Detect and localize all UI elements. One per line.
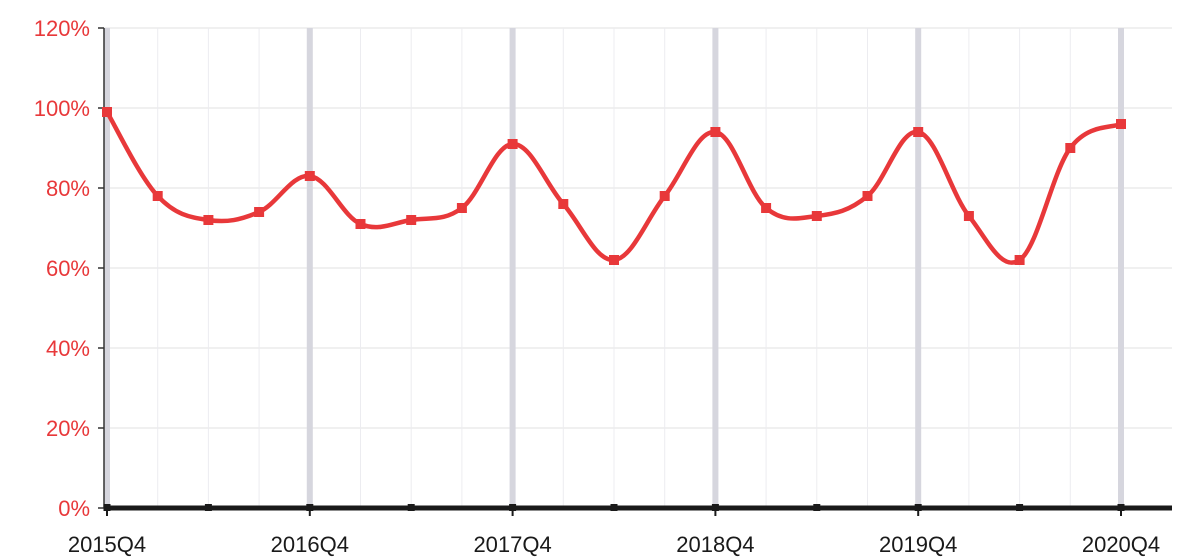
x-tick-label: 2015Q4 xyxy=(68,532,146,557)
data-point-marker xyxy=(761,203,772,213)
data-point-marker xyxy=(811,211,822,221)
data-point-marker xyxy=(1116,119,1126,129)
baseline-marker xyxy=(1117,504,1125,511)
data-point-marker xyxy=(963,211,974,221)
data-point-marker xyxy=(152,191,163,201)
baseline-marker xyxy=(103,504,111,511)
data-point-marker xyxy=(659,191,670,201)
data-point-marker xyxy=(710,127,721,137)
y-tick-label: 60% xyxy=(46,256,90,281)
data-point-marker xyxy=(456,203,467,213)
x-tick-label: 2017Q4 xyxy=(473,532,551,557)
y-tick-label: 0% xyxy=(58,496,90,521)
data-point-marker xyxy=(558,199,569,209)
data-point-marker xyxy=(1014,255,1025,265)
baseline-marker xyxy=(509,504,517,511)
series-layer xyxy=(102,107,1126,265)
data-point-marker xyxy=(609,255,619,265)
baseline-marker xyxy=(610,504,618,511)
baseline-marker xyxy=(711,504,719,511)
data-point-marker xyxy=(355,219,366,229)
x-tick-label: 2020Q4 xyxy=(1082,532,1160,557)
data-point-marker xyxy=(102,107,112,117)
x-tick-label: 2018Q4 xyxy=(676,532,754,557)
data-point-marker xyxy=(254,207,265,217)
y-tick-label: 40% xyxy=(46,336,90,361)
baseline-marker xyxy=(204,504,212,511)
data-point-marker xyxy=(203,215,214,225)
axis-layer xyxy=(98,27,1172,516)
y-tick-label: 80% xyxy=(46,176,90,201)
data-point-marker xyxy=(406,215,417,225)
data-point-marker xyxy=(913,127,924,137)
y-tick-label: 20% xyxy=(46,416,90,441)
baseline-marker xyxy=(407,504,415,511)
data-point-marker xyxy=(304,171,315,181)
data-point-marker xyxy=(862,191,873,201)
data-point-marker xyxy=(1065,143,1076,153)
x-tick-label: 2016Q4 xyxy=(271,532,349,557)
y-tick-label: 120% xyxy=(34,16,90,41)
tick-label-layer: 0% 20% 40% 60% 80% 100% 120% 2015Q4 2016Q4 2017Q4… xyxy=(34,16,1160,557)
baseline-marker xyxy=(914,504,922,511)
baseline-marker xyxy=(813,504,821,511)
x-tick-label: 2019Q4 xyxy=(879,532,957,557)
baseline-marker xyxy=(306,504,314,511)
data-point-marker xyxy=(507,139,518,149)
baseline-marker xyxy=(1016,504,1024,511)
grid-layer xyxy=(104,27,1172,508)
y-tick-label: 100% xyxy=(34,96,90,121)
